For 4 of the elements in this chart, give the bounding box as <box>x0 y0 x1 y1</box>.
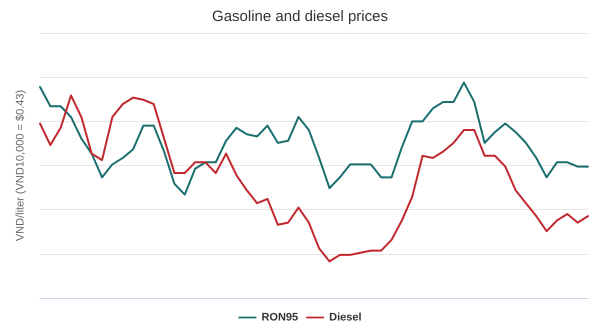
chart-title: Gasoline and diesel prices <box>212 8 388 25</box>
y-axis-title: VND/liter (VND10,000 = $0.43) <box>14 90 26 242</box>
legend-label: Diesel <box>329 312 362 324</box>
legend-label: RON95 <box>261 312 298 324</box>
